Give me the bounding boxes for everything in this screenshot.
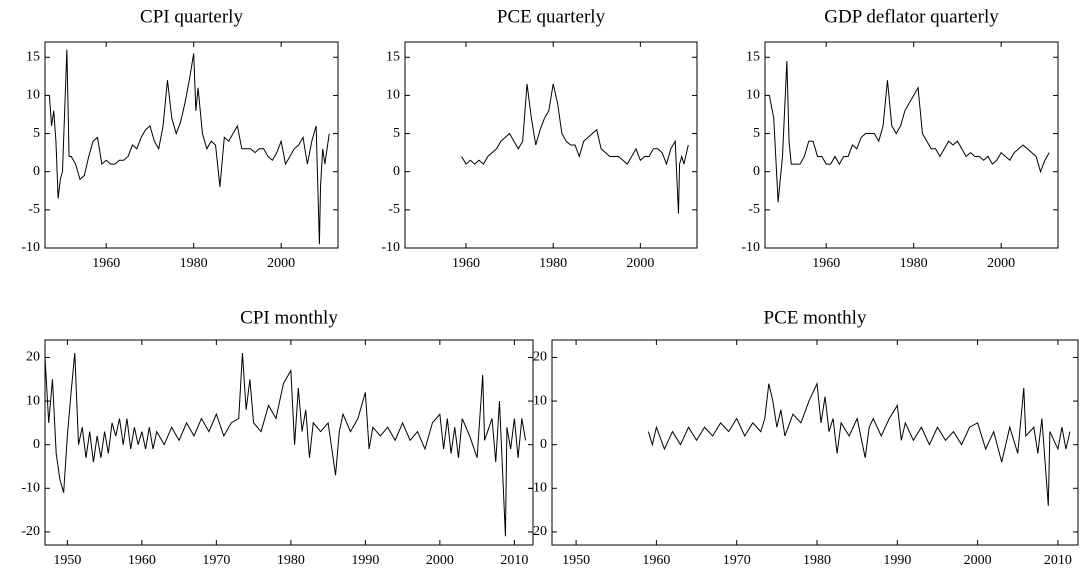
y-tick-label: -20 — [528, 524, 547, 539]
y-tick-label: 20 — [533, 350, 547, 365]
x-tick-label: 2000 — [964, 553, 992, 568]
axes-box — [404, 41, 698, 249]
axes-box — [551, 339, 1079, 546]
series-line — [45, 353, 527, 537]
x-tick-label: 2010 — [1044, 553, 1072, 568]
series-line — [48, 49, 330, 245]
y-tick-label: 20 — [26, 350, 40, 365]
chart-title: PCE quarterly — [497, 6, 606, 27]
y-tick-label: 5 — [753, 126, 760, 141]
x-tick-label: 1950 — [53, 553, 81, 568]
x-tick-label: 2000 — [626, 256, 654, 271]
y-tick-label: 10 — [746, 88, 760, 103]
x-tick-label: 1960 — [128, 553, 156, 568]
y-tick-label: 15 — [386, 49, 400, 64]
x-tick-label: 1970 — [202, 553, 230, 568]
x-tick-label: 1980 — [803, 553, 831, 568]
series-line — [768, 61, 1050, 203]
y-tick-label: 15 — [746, 49, 760, 64]
y-tick-label: 0 — [33, 437, 40, 452]
series-line — [461, 83, 689, 214]
x-tick-label: 1980 — [180, 256, 208, 271]
x-tick-label: 2000 — [426, 553, 454, 568]
chart-title: CPI monthly — [240, 307, 338, 328]
x-tick-label: 1980 — [539, 256, 567, 271]
y-tick-label: 10 — [26, 88, 40, 103]
y-tick-label: -10 — [21, 481, 40, 496]
y-tick-label: -5 — [748, 202, 760, 217]
x-tick-label: 1980 — [277, 553, 305, 568]
x-tick-label: 1990 — [883, 553, 911, 568]
y-tick-label: -10 — [528, 481, 547, 496]
y-tick-label: -5 — [28, 202, 40, 217]
x-tick-label: 1960 — [92, 256, 120, 271]
x-tick-label: 1980 — [900, 256, 928, 271]
y-tick-label: -5 — [388, 202, 400, 217]
y-tick-label: 0 — [33, 164, 40, 179]
x-tick-label: 1960 — [452, 256, 480, 271]
x-tick-label: 1950 — [562, 553, 590, 568]
x-tick-label: 2000 — [267, 256, 295, 271]
chart-title: GDP deflator quarterly — [824, 6, 999, 27]
y-tick-label: 10 — [533, 393, 547, 408]
chart-title: CPI quarterly — [140, 6, 243, 27]
y-tick-label: -10 — [381, 240, 400, 255]
y-tick-label: 15 — [26, 49, 40, 64]
axes-box — [44, 339, 534, 546]
y-tick-label: 0 — [540, 437, 547, 452]
y-tick-label: 0 — [753, 164, 760, 179]
x-tick-label: 2000 — [987, 256, 1015, 271]
x-tick-label: 1970 — [723, 553, 751, 568]
series-line — [647, 381, 1071, 506]
y-tick-label: -20 — [21, 524, 40, 539]
axes-box — [764, 41, 1059, 249]
axes-box — [44, 41, 339, 249]
x-tick-label: 1960 — [642, 553, 670, 568]
x-tick-label: 1960 — [812, 256, 840, 271]
y-tick-label: 10 — [26, 393, 40, 408]
x-tick-label: 2010 — [500, 553, 528, 568]
y-tick-label: 5 — [393, 126, 400, 141]
y-tick-label: -10 — [741, 240, 760, 255]
y-tick-label: 0 — [393, 164, 400, 179]
x-tick-label: 1990 — [351, 553, 379, 568]
y-tick-label: 10 — [386, 88, 400, 103]
y-tick-label: 5 — [33, 126, 40, 141]
y-tick-label: -10 — [21, 240, 40, 255]
chart-title: PCE monthly — [764, 307, 867, 328]
